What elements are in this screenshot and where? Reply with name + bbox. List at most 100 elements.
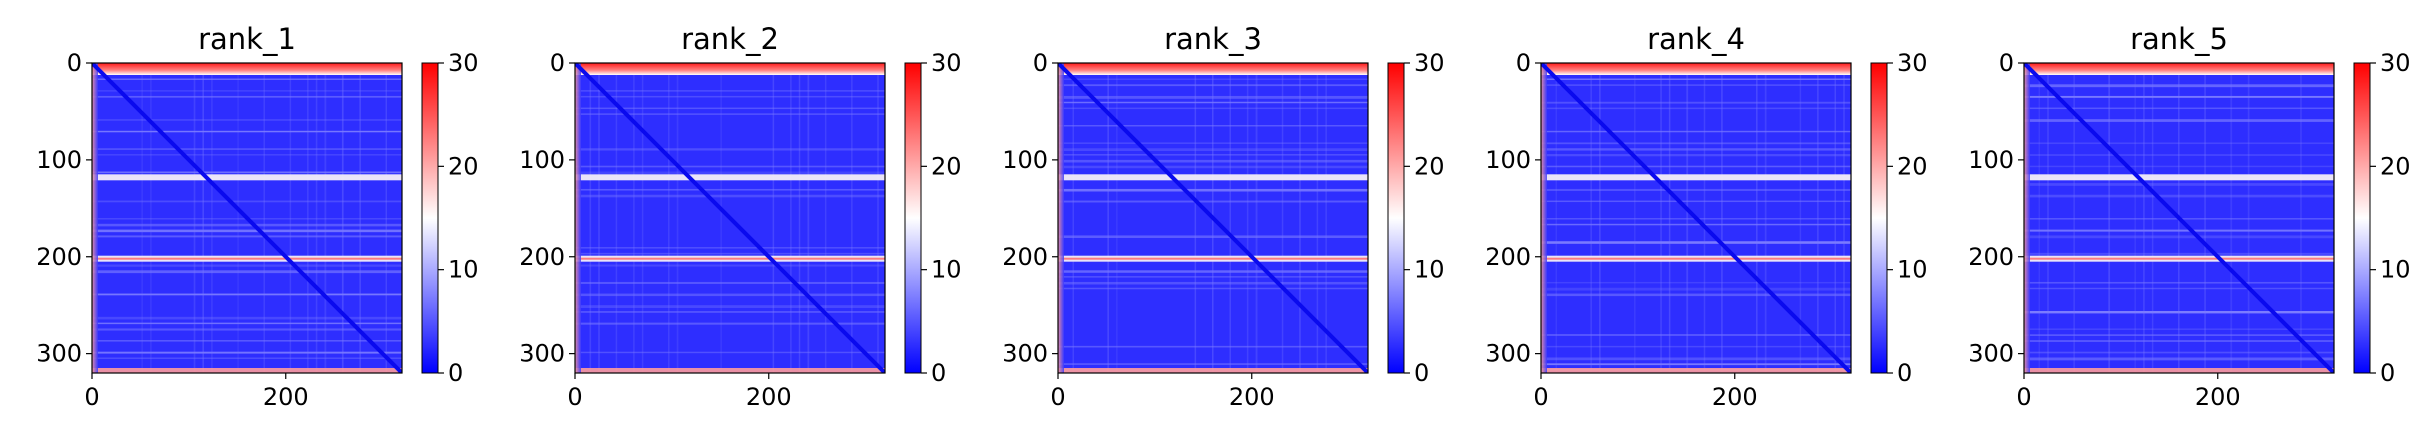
x-tick-label: 200 xyxy=(1712,383,1758,411)
stripe-row xyxy=(1058,78,1368,80)
stripe-row xyxy=(2024,357,2334,361)
colorbar-tick-label: 30 xyxy=(1897,49,1928,77)
x-tick-label: 0 xyxy=(84,383,99,411)
stripe-row xyxy=(1541,345,1851,348)
stripe-row xyxy=(2024,95,2334,98)
x-tick-label: 200 xyxy=(746,383,792,411)
stripe-row xyxy=(92,78,402,80)
stripe-row xyxy=(1541,78,1851,80)
edge-band-top xyxy=(575,63,885,75)
stripe-col xyxy=(851,63,853,373)
bright-row xyxy=(92,174,402,181)
stripe-col xyxy=(1634,63,1636,373)
stripe-col xyxy=(2047,63,2049,373)
bright-row-core xyxy=(575,257,885,260)
stripe-row xyxy=(575,305,885,308)
stripe-row xyxy=(92,90,402,92)
colorbar-tick-label: 0 xyxy=(2380,359,2395,387)
stripe-col xyxy=(798,63,801,373)
colorbar-tick-label: 10 xyxy=(2380,256,2411,284)
stripe-row xyxy=(575,247,885,249)
stripe-row xyxy=(1058,95,1368,99)
stripe-row xyxy=(1058,363,1368,365)
stripe-col xyxy=(141,63,143,373)
edge-band-top xyxy=(1541,63,1851,75)
stripe-row xyxy=(1058,270,1368,273)
colorbar xyxy=(421,62,439,374)
y-tick-label: 100 xyxy=(1485,146,1531,174)
stripe-row xyxy=(2024,328,2334,330)
y-tick-label: 0 xyxy=(550,49,565,77)
colorbar-tick-label: 20 xyxy=(2380,152,2411,180)
stripe-col xyxy=(1255,63,1258,373)
stripe-row xyxy=(1058,101,1368,104)
colorbar-tick-label: 30 xyxy=(1414,49,1445,77)
colorbar xyxy=(2353,62,2371,374)
stripe-row xyxy=(2024,84,2334,88)
stripe-col xyxy=(1107,63,1109,373)
edge-band-left xyxy=(1058,63,1064,373)
stripe-col xyxy=(2108,63,2111,373)
stripe-row xyxy=(575,322,885,325)
x-tick-label: 200 xyxy=(1229,383,1275,411)
x-tick-label: 200 xyxy=(263,383,309,411)
stripe-row xyxy=(2024,311,2334,314)
stripe-row xyxy=(1058,154,1368,156)
y-tick-label: 0 xyxy=(1516,49,1531,77)
stripe-row xyxy=(2024,194,2334,198)
stripe-row xyxy=(2024,107,2334,110)
stripe-col xyxy=(633,63,635,373)
stripe-col xyxy=(1843,63,1845,373)
stripe-col xyxy=(615,63,618,373)
heatmap-diagonal xyxy=(1058,63,1368,373)
colorbar-tick-label: 30 xyxy=(2380,49,2411,77)
colorbar-tick-label: 10 xyxy=(1897,256,1928,284)
stripe-row xyxy=(1541,223,1851,226)
stripe-row xyxy=(1541,107,1851,110)
stripe-col xyxy=(1764,63,1767,373)
stripe-row xyxy=(2024,229,2334,232)
y-tick-label: 300 xyxy=(519,340,565,368)
y-tick-label: 100 xyxy=(1968,146,2014,174)
edge-band-bottom xyxy=(1541,368,1851,373)
stripe-row xyxy=(92,171,402,174)
stripe-col xyxy=(1599,63,1601,373)
x-tick-label: 200 xyxy=(2195,383,2241,411)
colorbar-tick-label: 30 xyxy=(931,49,962,77)
stripe-col xyxy=(1229,63,1231,373)
colorbar-tick-label: 0 xyxy=(931,359,946,387)
stripe-row xyxy=(1541,84,1851,86)
stripe-row xyxy=(2024,340,2334,343)
colorbar-tick-label: 0 xyxy=(1414,359,1429,387)
y-tick-label: 100 xyxy=(36,146,82,174)
stripe-row xyxy=(575,148,885,151)
heatmap-diagonal xyxy=(1541,63,1851,373)
stripe-col xyxy=(598,63,600,373)
y-tick-label: 100 xyxy=(1002,146,1048,174)
colorbar-tick-label: 10 xyxy=(448,256,479,284)
stripe-col xyxy=(1756,63,1758,373)
stripe-row xyxy=(92,357,402,359)
colorbar xyxy=(1870,62,1888,374)
stripe-col xyxy=(1721,63,1723,373)
stripe-col xyxy=(2038,63,2041,373)
y-tick-label: 200 xyxy=(1002,243,1048,271)
colorbar xyxy=(1387,62,1405,374)
x-tick-label: 0 xyxy=(1533,383,1548,411)
stripe-col xyxy=(1590,63,1592,373)
stripe-row xyxy=(1541,241,1851,244)
y-tick-label: 200 xyxy=(36,243,82,271)
stripe-row xyxy=(92,328,402,331)
stripe-row xyxy=(575,194,885,198)
stripe-row xyxy=(1541,165,1851,168)
stripe-row xyxy=(2024,351,2334,354)
stripe-col xyxy=(641,63,644,373)
stripe-col xyxy=(307,63,309,373)
x-tick-label: 0 xyxy=(1050,383,1065,411)
stripe-col xyxy=(1281,63,1284,373)
y-tick-label: 0 xyxy=(1999,49,2014,77)
edge-band-bottom xyxy=(92,368,402,373)
